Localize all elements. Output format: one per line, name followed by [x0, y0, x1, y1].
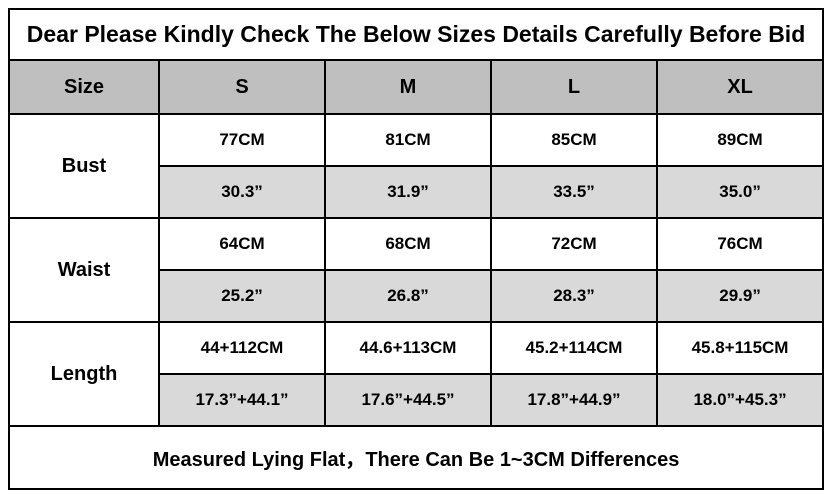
footer-note: Measured Lying Flat，There Can Be 1~3CM D… — [7, 425, 825, 490]
length-inch-l: 17.8”+44.9” — [490, 373, 658, 427]
size-chart: Dear Please Kindly Check The Below Sizes… — [7, 8, 825, 490]
row-label-waist: Waist — [8, 217, 160, 323]
row-label-length: Length — [8, 321, 160, 427]
waist-inch-l: 28.3” — [490, 269, 658, 323]
table-row: Bust 77CM 81CM 85CM 89CM — [8, 113, 825, 219]
row-label-bust: Bust — [8, 113, 160, 219]
waist-cm-l: 72CM — [490, 217, 658, 271]
table-row: 30.3” 31.9” 33.5” 35.0” — [9, 165, 825, 219]
waist-inch-xl: 29.9” — [655, 269, 825, 323]
length-cm-m: 44.6+113CM — [324, 321, 492, 375]
header-col-l: L — [490, 59, 658, 115]
waist-inch-m: 26.8” — [324, 269, 492, 323]
table-row: Length 44+112CM 44.6+113CM 45.2+114CM 45… — [8, 321, 825, 427]
bust-cm-xl: 89CM — [655, 113, 825, 167]
waist-inch-s: 25.2” — [158, 269, 326, 323]
length-inch-xl: 18.0”+45.3” — [655, 373, 825, 427]
header-col-xl: XL — [655, 59, 825, 115]
length-inch-s: 17.3”+44.1” — [158, 373, 326, 427]
length-inch-m: 17.6”+44.5” — [324, 373, 492, 427]
bust-cm-m: 81CM — [324, 113, 492, 167]
table-row: Waist 64CM 68CM 72CM 76CM — [8, 217, 825, 323]
waist-cm-s: 64CM — [158, 217, 326, 271]
bust-cm-l: 85CM — [490, 113, 658, 167]
bust-cm-s: 77CM — [158, 113, 326, 167]
bust-inch-xl: 35.0” — [655, 165, 825, 219]
length-cm-xl: 45.8+115CM — [655, 321, 825, 375]
bust-inch-l: 33.5” — [490, 165, 658, 219]
header-col-m: M — [324, 59, 492, 115]
waist-cm-m: 68CM — [324, 217, 492, 271]
bust-inch-s: 30.3” — [158, 165, 326, 219]
length-cm-s: 44+112CM — [158, 321, 326, 375]
table-row: 17.3”+44.1” 17.6”+44.5” 17.8”+44.9” 18.0… — [9, 373, 825, 427]
size-chart-table: Dear Please Kindly Check The Below Sizes… — [7, 8, 825, 490]
header-size-label: Size — [8, 59, 160, 115]
waist-cm-xl: 76CM — [655, 217, 825, 271]
bust-inch-m: 31.9” — [324, 165, 492, 219]
length-cm-l: 45.2+114CM — [490, 321, 658, 375]
table-row: 25.2” 26.8” 28.3” 29.9” — [9, 269, 825, 323]
chart-title: Dear Please Kindly Check The Below Sizes… — [7, 8, 825, 61]
header-col-s: S — [158, 59, 326, 115]
